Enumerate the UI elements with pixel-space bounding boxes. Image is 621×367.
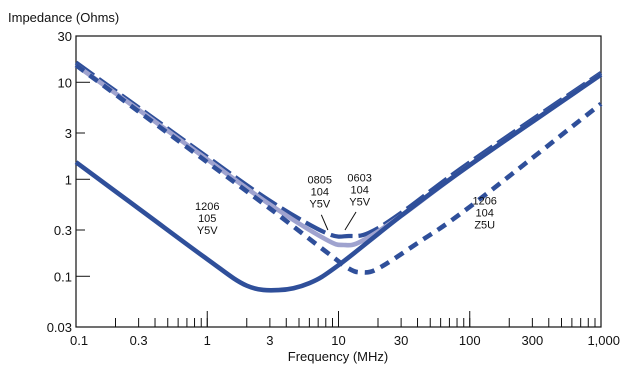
x-axis-title: Frequency (MHz) bbox=[288, 349, 388, 364]
series-layer bbox=[74, 60, 603, 293]
annotation-pointer bbox=[320, 214, 329, 231]
y-tick-label: 0.1 bbox=[54, 269, 72, 284]
x-tick-label: 3 bbox=[266, 333, 273, 348]
y-tick-label: 3 bbox=[65, 126, 72, 141]
x-tick-label: 1 bbox=[204, 333, 211, 348]
x-tick-label: 10 bbox=[331, 333, 345, 348]
annotation-line: 1206 bbox=[472, 195, 496, 207]
y-tick-label: 1 bbox=[65, 172, 72, 187]
y-tick-label: 30 bbox=[58, 29, 72, 44]
annotation-line: 1206 bbox=[195, 201, 219, 213]
series-line-0603-104-y5v bbox=[74, 60, 603, 239]
y-axis-title: Impedance (Ohms) bbox=[8, 10, 119, 25]
annotation-line: Y5V bbox=[197, 225, 218, 237]
annotation-line: Y5V bbox=[349, 196, 370, 208]
x-tick-label: 300 bbox=[522, 333, 544, 348]
x-ticks: 0.1 0.3 1 3 10 30 100 300 1,000 bbox=[70, 311, 620, 348]
y-tick-label: 0.03 bbox=[47, 320, 72, 335]
x-tick-label: 100 bbox=[459, 333, 481, 348]
plot-frame bbox=[75, 35, 602, 328]
series-line-1206-104-z5u bbox=[74, 63, 603, 275]
annotation-line: 104 bbox=[311, 187, 329, 199]
x-tick-label: 0.1 bbox=[70, 333, 88, 348]
annotation-line: Y5V bbox=[309, 199, 330, 211]
annotation-line: 104 bbox=[350, 184, 368, 196]
annotation-pointer bbox=[344, 211, 357, 231]
annotation-line: 0805 bbox=[308, 175, 332, 187]
x-tick-label: 1,000 bbox=[587, 333, 620, 348]
annotation-line: 105 bbox=[198, 213, 216, 225]
annotation-line: Z5U bbox=[474, 219, 495, 231]
y-ticks: 0.03 0.1 0.3 1 3 10 30 bbox=[47, 29, 90, 335]
series-line-1206-105-y5v bbox=[74, 72, 603, 293]
x-tick-label: 30 bbox=[394, 333, 408, 348]
y-tick-label: 0.3 bbox=[54, 223, 72, 238]
x-tick-label: 0.3 bbox=[130, 333, 148, 348]
annotation-line: 0603 bbox=[347, 172, 371, 184]
annotation-line: 104 bbox=[476, 207, 494, 219]
y-tick-label: 10 bbox=[58, 75, 72, 90]
